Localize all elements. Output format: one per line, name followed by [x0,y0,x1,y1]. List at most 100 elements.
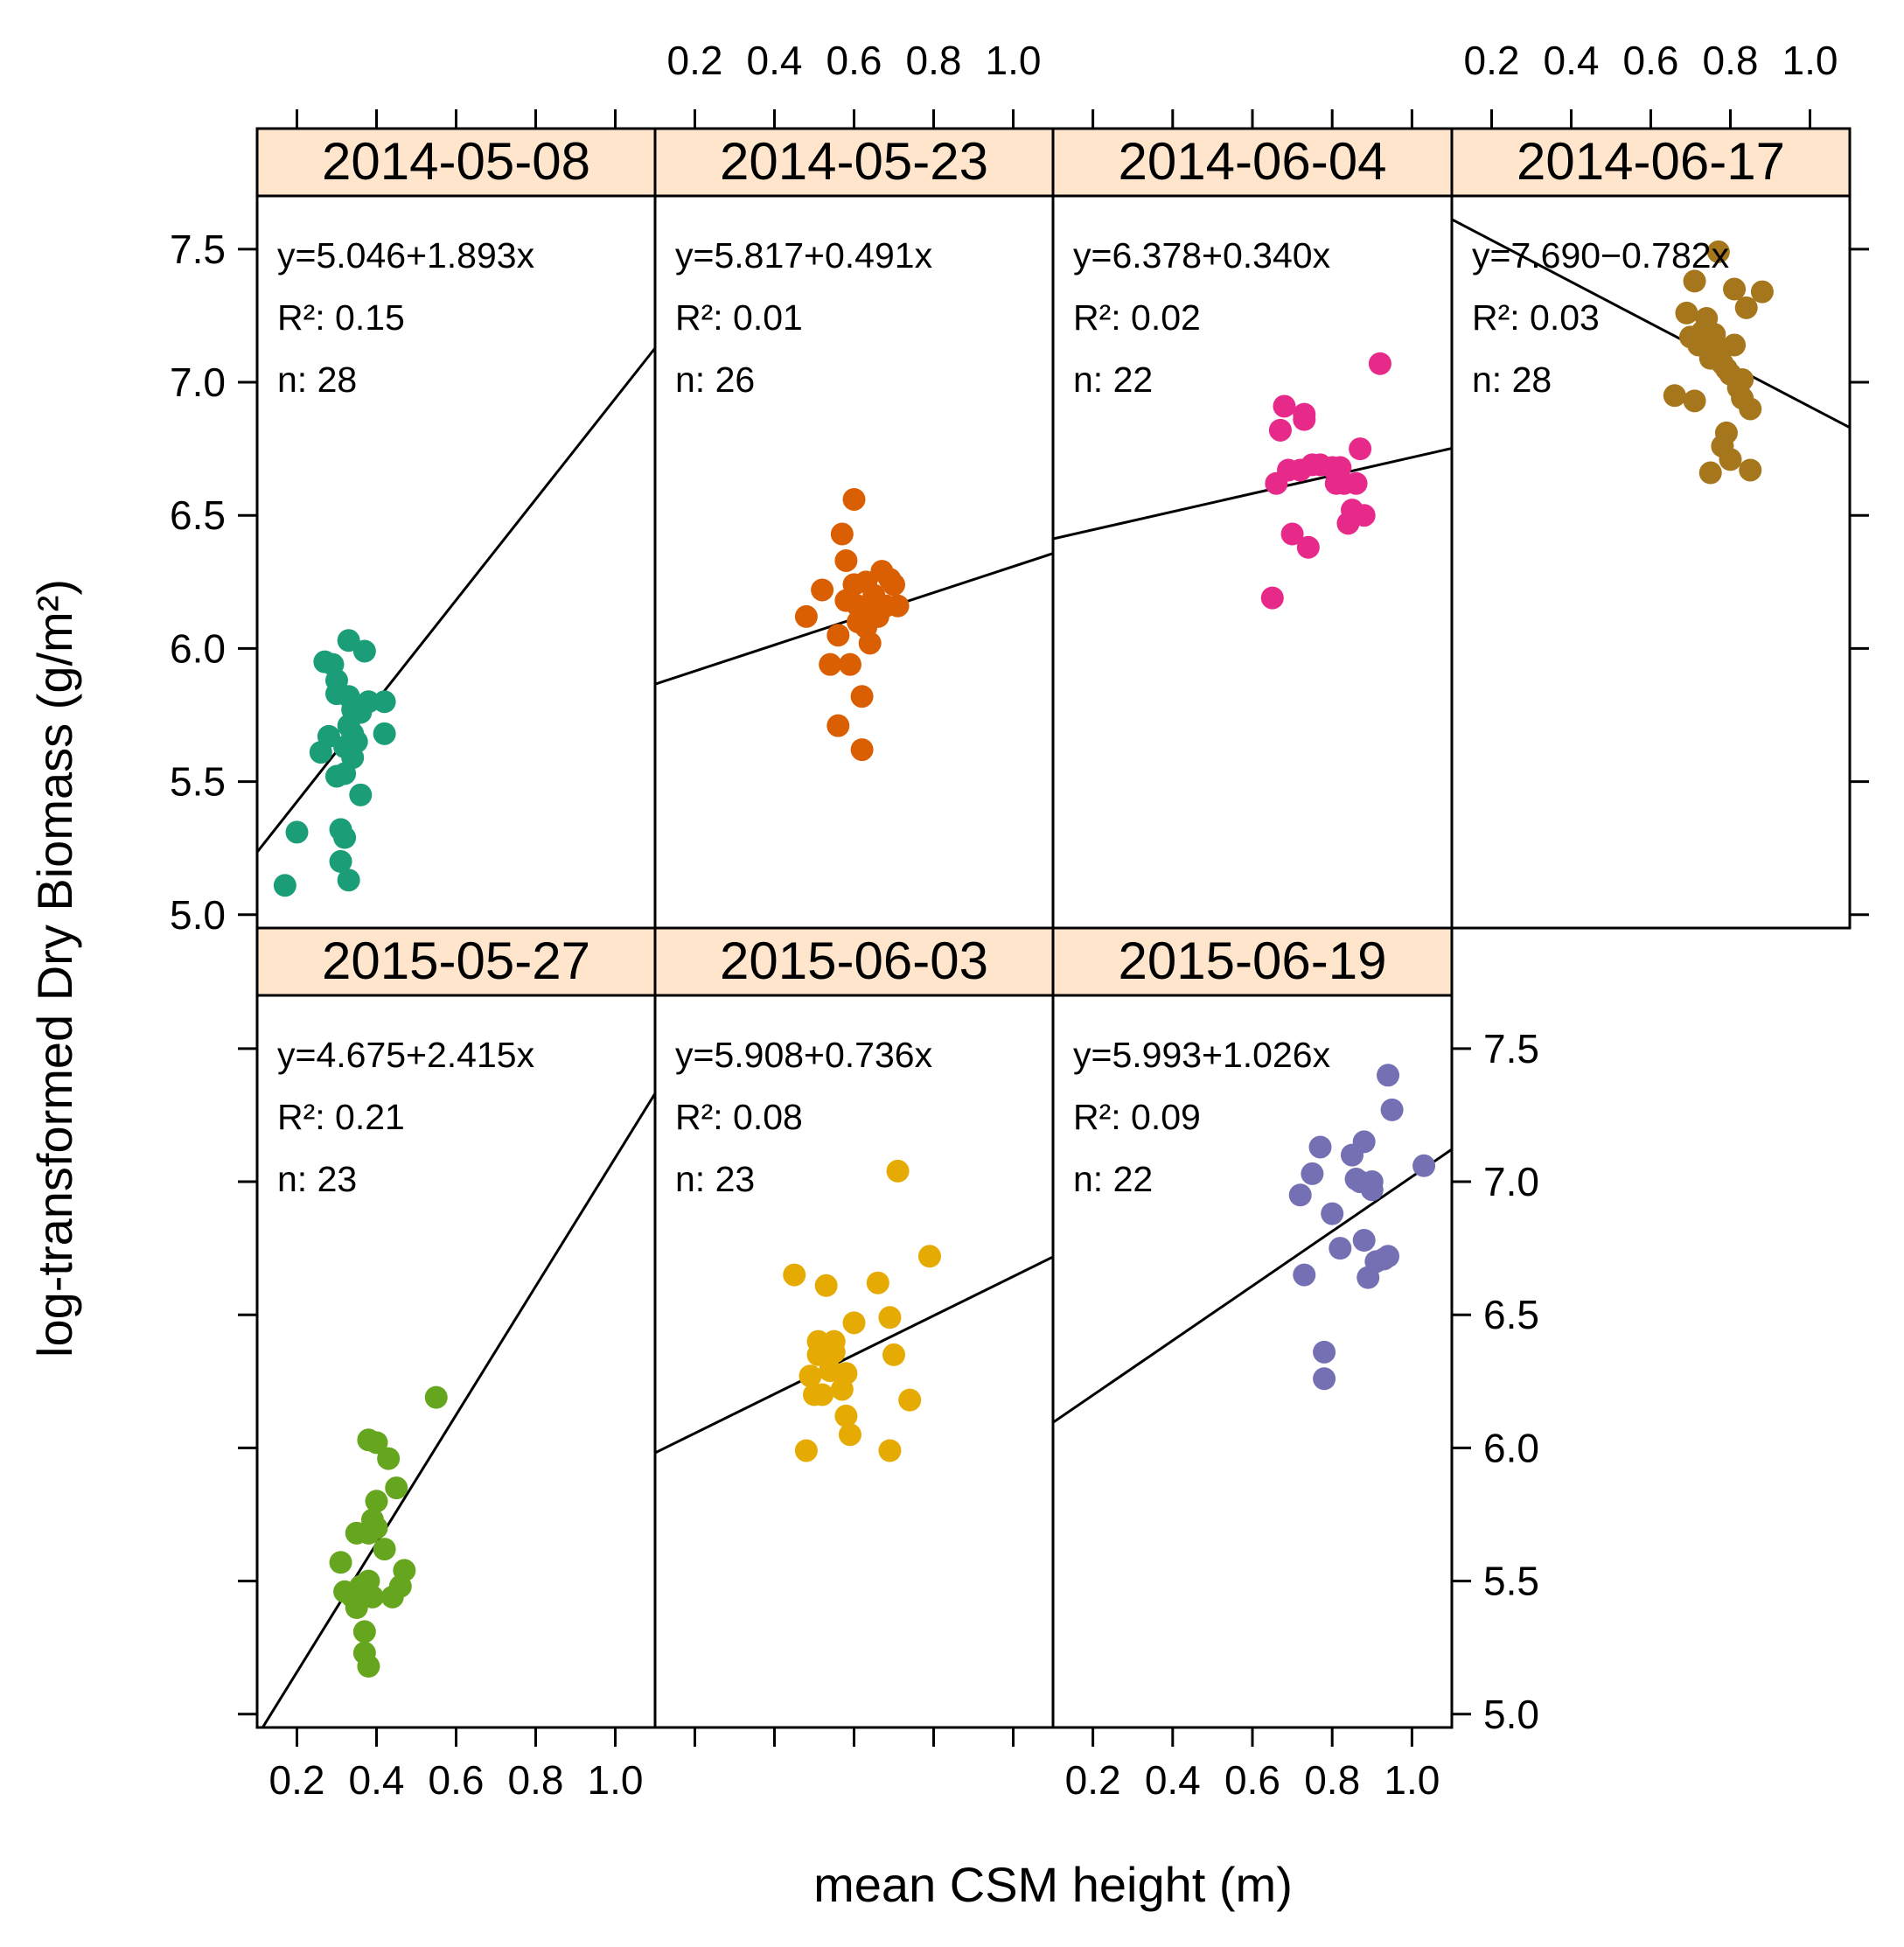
data-point [826,624,850,647]
data-point [806,1329,830,1353]
r2-text: R²: 0.21 [277,1097,405,1137]
data-point [1739,397,1762,421]
strip-label: 2015-06-19 [1119,932,1387,990]
data-point [1321,1202,1344,1225]
strip-background [1450,127,1852,198]
strip-label: 2014-06-04 [1119,132,1387,191]
data-point [826,714,850,737]
data-point [838,652,861,676]
x-tick-label: 1.0 [1782,38,1838,83]
data-point [1296,535,1320,559]
y-tick-label: 5.0 [170,892,226,938]
panel-border [1450,194,1852,930]
data-point [373,1538,396,1561]
data-point [377,1447,401,1470]
strip-label: 2014-05-08 [322,132,590,191]
data-point [794,1439,818,1462]
data-point [1368,352,1391,375]
n-text: n: 22 [1073,359,1153,400]
data-point [1734,296,1758,319]
y-tick-label: 5.0 [1483,1692,1539,1737]
y-tick-label: 5.5 [1483,1559,1539,1604]
x-tick-label: 0.6 [826,38,882,83]
regression-line [655,1255,1053,1455]
data-point [360,1585,384,1609]
y-tick-label: 7.0 [170,359,226,405]
data-point [1380,1098,1404,1121]
x-tick-label: 1.0 [986,38,1042,83]
equation-text: y=4.675+2.415x [277,1035,535,1075]
data-point [834,548,858,572]
data-point [878,1306,902,1329]
r2-text: R²: 0.09 [1073,1097,1201,1137]
data-point [1313,1367,1336,1391]
data-point [866,1271,889,1295]
data-point [317,724,340,748]
x-tick-label: 0.8 [906,38,962,83]
data-point [365,1431,388,1455]
regression-line [1053,1148,1452,1424]
equation-text: y=7.690−0.782x [1472,235,1730,276]
n-text: n: 26 [675,359,755,400]
x-tick-label: 0.2 [667,38,723,83]
data-point [1377,1245,1400,1268]
panel-2015-05-27: 2015-05-27 y=4.675+2.415x R²: 0.21 n: 23 [255,926,657,1729]
data-point [917,1245,941,1268]
regression-line [257,347,655,854]
x-tick-label: 0.4 [1544,38,1600,83]
data-point [850,685,874,708]
x-tick-label: 0.6 [1623,38,1679,83]
data-point [1313,1340,1336,1364]
data-point [878,1439,902,1462]
x-tick-label: 0.4 [1145,1757,1201,1803]
data-point [1714,421,1738,444]
data-point [1683,389,1706,413]
data-point [1739,458,1762,482]
x-tick-label: 0.4 [349,1757,405,1803]
x-axis-title: mean CSM height (m) [813,1857,1293,1912]
strip-label: 2014-05-23 [720,132,988,191]
data-point [1377,1064,1400,1087]
data-point [373,690,396,714]
x-tick-label: 0.2 [269,1757,325,1803]
data-point [1308,1135,1332,1159]
data-point [352,639,376,663]
y-tick-label: 7.0 [1483,1159,1539,1204]
panel-2015-06-03: 2015-06-03 y=5.908+0.736x R²: 0.08 n: 23 [653,926,1055,1729]
x-tick-label: 0.8 [508,1757,564,1803]
data-point [1731,368,1754,392]
data-point [1349,437,1372,461]
data-point [365,1516,388,1539]
y-tick-label: 6.0 [1483,1425,1539,1470]
n-text: n: 23 [675,1159,755,1199]
data-point [1301,1162,1324,1185]
x-tick-label: 1.0 [1384,1757,1440,1803]
n-text: n: 28 [1472,359,1552,400]
equation-text: y=5.046+1.893x [277,235,535,276]
y-tick-label: 7.5 [1483,1026,1539,1071]
data-point [1723,277,1747,301]
data-point [1663,384,1686,408]
data-point [882,1343,905,1366]
equation-text: y=6.378+0.340x [1073,235,1331,276]
data-point [357,690,380,714]
r2-text: R²: 0.15 [277,297,405,338]
data-point [1698,461,1722,485]
panel-2014-06-17: 2014-06-17 y=7.690−0.782x R²: 0.03 n: 28 [1450,127,1852,930]
data-point [1675,301,1698,324]
data-point [1344,471,1368,495]
y-tick-label: 7.5 [170,227,226,272]
data-point [834,1404,858,1427]
data-point [393,1559,416,1582]
equation-text: y=5.908+0.736x [675,1035,933,1075]
data-point [285,820,309,844]
data-point [337,629,360,652]
data-point [1273,394,1296,418]
panel-2014-06-04: 2014-06-04 y=6.378+0.340x R²: 0.02 n: 22 [1051,127,1454,930]
strip-label: 2015-06-03 [720,932,988,990]
r2-text: R²: 0.08 [675,1097,803,1137]
data-point [794,604,818,628]
x-tick-label: 0.2 [1065,1757,1121,1803]
data-point [882,573,905,597]
